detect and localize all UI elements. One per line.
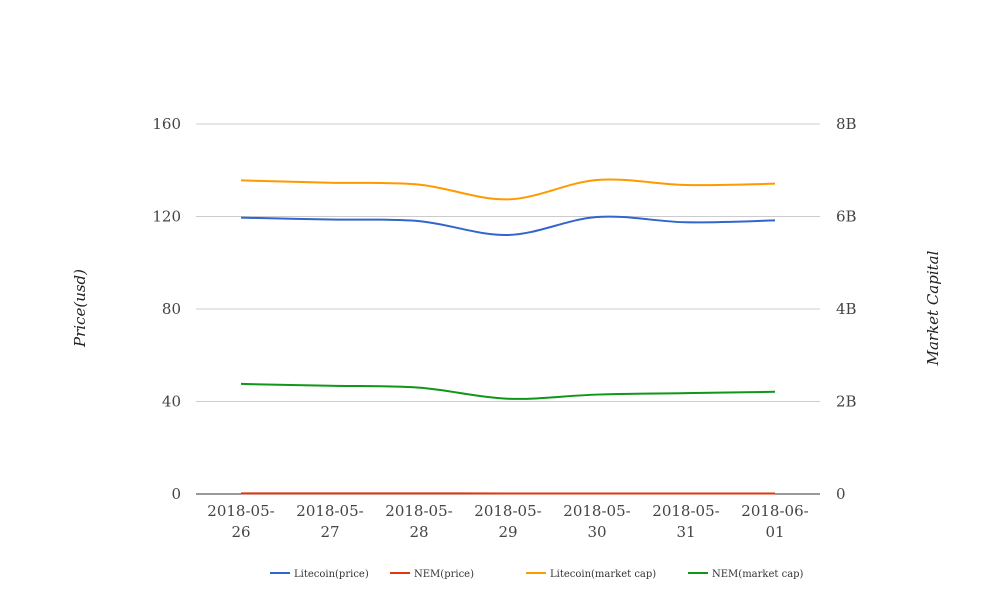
legend: Litecoin(price) NEM(price) Litecoin(market… — [270, 569, 804, 580]
right-axis-title: Market Capital — [924, 250, 942, 366]
left-axis-ticks: 0 40 80 120 160 — [152, 115, 181, 503]
right-tick-label: 2B — [836, 393, 857, 411]
legend-label: Litecoin(price) — [294, 569, 369, 580]
x-tick-label: 2018-05-29 — [474, 502, 541, 541]
series-line-litecoin-market-cap — [240, 178, 776, 201]
right-axis-ticks: 0 2B 4B 6B 8B — [836, 115, 857, 503]
legend-label: Litecoin(market cap) — [550, 569, 656, 580]
left-tick-label: 40 — [162, 393, 181, 411]
left-axis-title: Price(usd) — [71, 269, 89, 348]
legend-item-nem-price: NEM(price) — [390, 569, 474, 580]
legend-item-litecoin-market-cap: Litecoin(market cap) — [526, 569, 656, 580]
series-line-nem-market-cap — [240, 382, 776, 400]
gridlines — [196, 123, 820, 495]
x-tick-label: 2018-05-27 — [296, 502, 363, 541]
x-tick-label: 2018-05-31 — [652, 502, 719, 541]
x-tick-label: 2018-05-26 — [207, 502, 274, 541]
x-tick-label: 2018-06-01 — [741, 502, 808, 541]
series-lines — [240, 178, 776, 495]
left-tick-label: 80 — [162, 300, 181, 318]
series-line-litecoin-price — [240, 215, 776, 237]
left-tick-label: 120 — [152, 208, 181, 226]
x-tick-label: 2018-05-30 — [563, 502, 630, 541]
legend-item-litecoin-price: Litecoin(price) — [270, 569, 369, 580]
right-tick-label: 8B — [836, 115, 857, 133]
left-tick-label: 160 — [152, 115, 181, 133]
left-tick-label: 0 — [171, 485, 181, 503]
legend-item-nem-market-cap: NEM(market cap) — [688, 569, 804, 580]
x-tick-label: 2018-05-28 — [385, 502, 452, 541]
right-tick-label: 6B — [836, 208, 857, 226]
legend-label: NEM(market cap) — [712, 569, 804, 580]
right-tick-label: 0 — [836, 485, 846, 503]
legend-label: NEM(price) — [414, 569, 474, 580]
right-tick-label: 4B — [836, 300, 857, 318]
x-axis-ticks: 2018-05-26 2018-05-27 2018-05-28 2018-05-29… — [207, 502, 808, 541]
